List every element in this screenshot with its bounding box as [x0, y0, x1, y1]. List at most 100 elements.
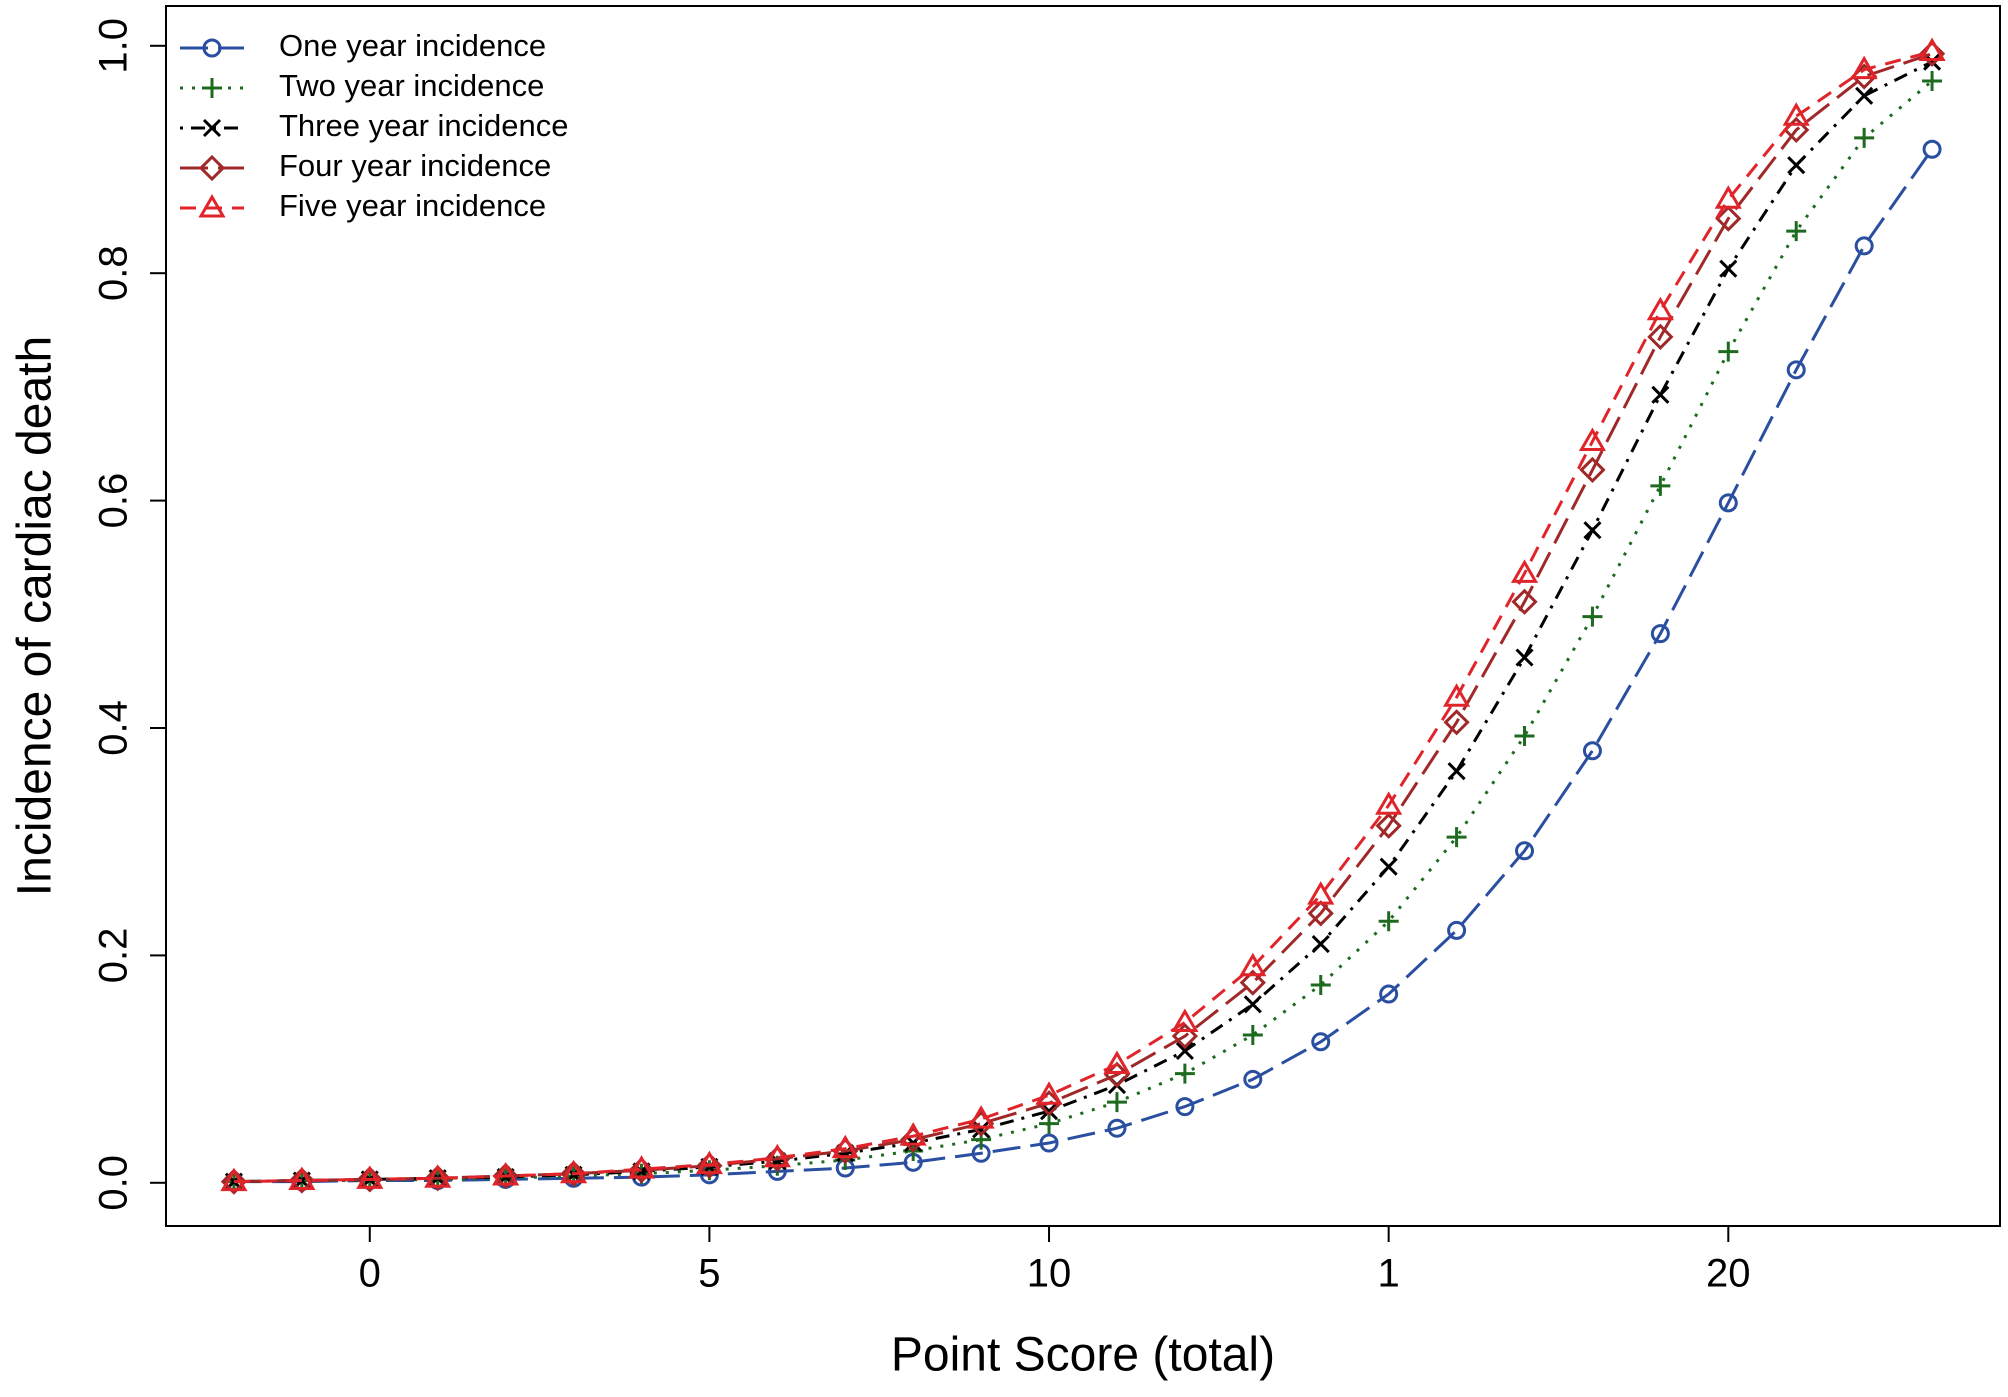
marker: [628, 1157, 655, 1184]
marker: [424, 1165, 451, 1192]
marker: [1447, 920, 1467, 940]
marker: [627, 1155, 656, 1179]
y-tick-label: 0.2: [92, 928, 136, 984]
legend-label: Four year incidence: [279, 148, 551, 183]
legend-marker: [202, 38, 222, 58]
marker: [1855, 86, 1874, 105]
series-line: [233, 148, 1934, 1184]
y-tick-label: 1.0: [92, 18, 136, 74]
marker: [1651, 385, 1670, 404]
marker: [1307, 900, 1334, 927]
marker: [1375, 812, 1402, 839]
marker: [1035, 1081, 1063, 1105]
marker: [1239, 969, 1266, 996]
marker: [899, 1122, 927, 1146]
marker: [1854, 236, 1874, 256]
marker: [1918, 40, 1946, 67]
marker: [1379, 857, 1398, 876]
marker: [1171, 1008, 1199, 1032]
marker: [1714, 185, 1742, 209]
series-line: [233, 60, 1933, 1184]
marker: [356, 1166, 383, 1193]
marker: [1307, 881, 1335, 905]
x-tick-label: 5: [698, 1252, 720, 1296]
marker: [696, 1152, 723, 1179]
marker: [1107, 1118, 1127, 1138]
marker: [1786, 360, 1806, 380]
marker: [1579, 456, 1606, 484]
marker: [831, 1134, 859, 1159]
x-tick-label: 20: [1706, 1252, 1751, 1296]
marker: [1786, 221, 1807, 242]
legend-label: One year incidence: [279, 28, 546, 63]
marker: [1442, 683, 1471, 707]
marker: [763, 1143, 791, 1168]
marker: [288, 1166, 316, 1191]
marker: [1171, 1022, 1199, 1050]
marker: [1850, 55, 1878, 80]
marker: [1718, 493, 1738, 513]
marker: [1583, 521, 1602, 540]
marker: [1578, 427, 1607, 451]
marker: [1175, 1041, 1194, 1060]
marker: [1647, 323, 1674, 350]
marker: [492, 1162, 519, 1190]
marker: [1782, 102, 1810, 126]
marker: [1511, 588, 1538, 615]
marker: [1174, 1063, 1195, 1084]
marker: [1715, 205, 1742, 232]
marker: [1514, 725, 1535, 746]
marker: [1039, 1133, 1059, 1153]
marker: [1103, 1050, 1131, 1075]
legend-marker: [202, 118, 222, 138]
marker: [1378, 911, 1399, 932]
marker: [1650, 475, 1671, 496]
y-tick-label: 0.6: [92, 473, 136, 529]
marker: [764, 1145, 791, 1173]
marker: [1310, 974, 1331, 995]
legend-label: Five year incidence: [279, 188, 546, 223]
marker: [1719, 259, 1738, 278]
marker: [220, 1168, 248, 1195]
legend-label: Two year incidence: [279, 68, 544, 103]
x-axis-label: Point Score (total): [891, 1329, 1275, 1382]
marker: [1243, 995, 1262, 1014]
marker: [1446, 827, 1467, 848]
marker: [560, 1160, 587, 1187]
marker: [1447, 762, 1466, 781]
marker: [695, 1150, 724, 1175]
marker: [1039, 1113, 1060, 1134]
marker: [1854, 127, 1875, 148]
y-tick-label: 0.4: [92, 700, 136, 756]
x-tick-label: 0: [359, 1252, 381, 1296]
y-tick-label: 0.8: [92, 245, 136, 301]
marker: [492, 1161, 520, 1186]
y-tick-label: 0.0: [92, 1155, 136, 1211]
marker: [1922, 71, 1943, 92]
marker: [1646, 296, 1674, 321]
marker: [832, 1137, 859, 1165]
marker: [559, 1159, 588, 1184]
marker: [967, 1105, 995, 1129]
plot-frame: [165, 5, 2001, 1227]
marker: [1379, 984, 1399, 1004]
marker: [1239, 952, 1267, 977]
marker: [1375, 791, 1403, 815]
x-tick-label: 10: [1027, 1252, 1072, 1296]
marker: [1311, 1032, 1331, 1052]
marker: [1443, 709, 1470, 736]
legend-marker: [198, 154, 226, 182]
series-line: [233, 79, 1934, 1184]
marker: [288, 1167, 315, 1194]
marker: [1582, 741, 1602, 761]
marker: [1175, 1097, 1195, 1117]
marker: [1918, 37, 1946, 61]
marker: [356, 1165, 384, 1189]
legend-label: Three year incidence: [279, 108, 569, 143]
y-axis-label: Incidence of cardiac death: [9, 336, 62, 896]
marker: [1515, 648, 1534, 667]
marker: [1922, 139, 1942, 159]
legend-marker: [198, 194, 226, 218]
marker: [220, 1167, 248, 1192]
